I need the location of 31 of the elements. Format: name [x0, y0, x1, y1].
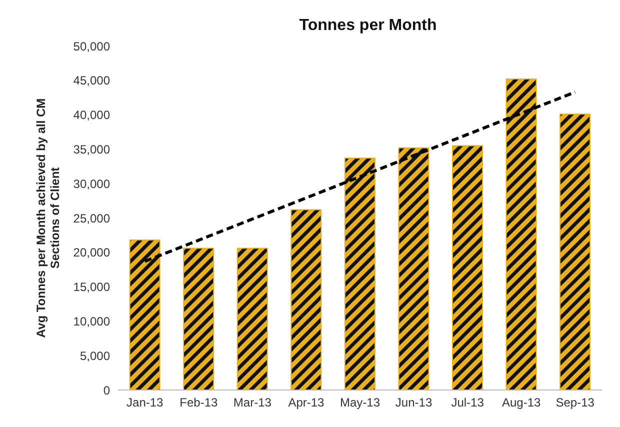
x-tick-label: Jan-13 — [126, 396, 164, 410]
y-tick-label: 35,000 — [73, 142, 110, 156]
x-tick-label: Feb-13 — [180, 396, 218, 410]
x-tick-label: Jul-13 — [451, 396, 484, 410]
y-tick-label: 10,000 — [73, 314, 110, 328]
bar — [236, 248, 268, 390]
bar — [452, 145, 483, 390]
x-tick-label: Mar-13 — [233, 396, 272, 410]
y-axis-title: Avg Tonnes per Month achieved by all CM Sections of Client — [34, 98, 62, 338]
x-tick-label: Jun-13 — [395, 396, 432, 410]
y-tick-label: 40,000 — [73, 108, 110, 122]
y-tick-label: 25,000 — [73, 211, 110, 226]
x-tick-label: Sep-13 — [556, 396, 595, 410]
y-tick-label: 50,000 — [73, 39, 110, 54]
bar — [183, 248, 214, 390]
x-tick-label: Aug-13 — [502, 396, 542, 410]
y-tick-label: 5,000 — [80, 348, 110, 363]
x-tick-label: May-13 — [340, 396, 380, 410]
x-tick-label: Apr-13 — [288, 396, 325, 410]
bar — [129, 240, 160, 390]
bar — [506, 78, 537, 390]
y-tick-label: 0 — [103, 383, 110, 398]
bar — [290, 209, 322, 390]
y-tick-label: 30,000 — [73, 176, 110, 191]
bar — [344, 158, 376, 390]
y-tick-label: 20,000 — [73, 246, 110, 260]
chart-title: Tonnes per Month — [299, 17, 437, 34]
y-tick-label: 45,000 — [73, 74, 110, 88]
y-tick-label: 15,000 — [73, 280, 110, 294]
bar — [398, 147, 430, 390]
bar — [560, 114, 591, 390]
